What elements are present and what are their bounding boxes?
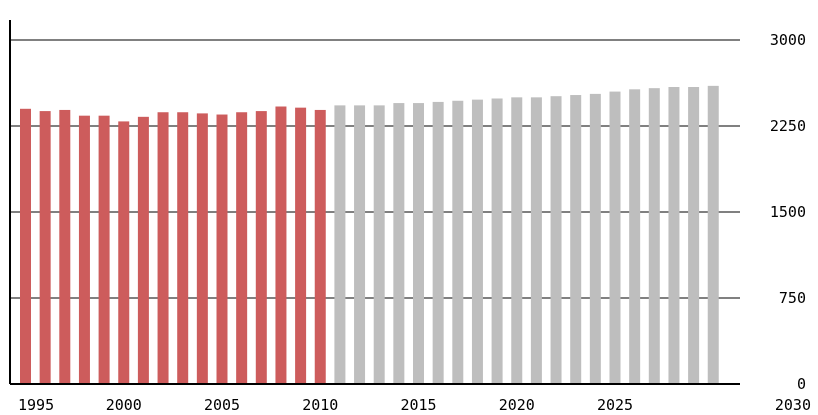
bar-2022: [550, 96, 562, 384]
bar-2002: [157, 112, 169, 385]
x-tick-label: 2025: [597, 396, 633, 414]
x-tick-label: 2020: [499, 396, 535, 414]
x-tick-label: 2030: [775, 396, 811, 414]
bar-1998: [78, 115, 90, 385]
bar-2009: [295, 107, 307, 385]
bar-1999: [98, 115, 110, 385]
bar-2028: [668, 87, 680, 384]
bar-2025: [609, 91, 621, 384]
x-tick-label: 2000: [106, 396, 142, 414]
bar-2029: [688, 87, 700, 384]
bar-2027: [648, 88, 660, 384]
bar-2003: [177, 112, 189, 385]
bar-2013: [373, 105, 385, 385]
x-tick-labels: 1995 2000 2005 2010 2015 2020 2025 2030: [18, 396, 811, 414]
bar-1997: [59, 109, 71, 384]
x-tick-label: 2010: [302, 396, 338, 414]
bar-1996: [39, 111, 51, 384]
bar-2016: [432, 101, 444, 385]
bar-2026: [629, 89, 641, 384]
bar-2014: [393, 103, 405, 384]
bar-2004: [196, 113, 208, 384]
bar-2015: [413, 103, 424, 384]
bar-2024: [589, 93, 601, 384]
bar-2023: [570, 95, 582, 384]
bar-2000: [118, 121, 130, 384]
axes: [9, 20, 740, 385]
bar-2011: [334, 105, 346, 385]
y-tick-label: 3000: [770, 31, 806, 49]
bar-2008: [275, 106, 287, 384]
y-tick-label: 1500: [770, 203, 806, 221]
bar-1995: [20, 108, 31, 385]
bars: [20, 85, 719, 385]
bar-2005: [216, 114, 228, 384]
y-tick-labels: 0 750 1500 2250 3000: [770, 31, 806, 393]
bar-2017: [452, 100, 464, 385]
x-tick-label: 1995: [18, 396, 54, 414]
bar-2021: [530, 97, 542, 384]
y-tick-label: 750: [779, 289, 806, 307]
bar-2020: [511, 97, 523, 384]
bar-2001: [137, 116, 149, 384]
x-tick-label: 2005: [204, 396, 240, 414]
bar-2030: [707, 85, 719, 385]
y-tick-label: 2250: [770, 117, 806, 135]
bar-2019: [491, 98, 503, 384]
y-tick-label: 0: [797, 375, 806, 393]
bar-2012: [354, 105, 366, 385]
bar-2018: [471, 99, 483, 384]
bar-2007: [255, 111, 267, 384]
x-tick-label: 2015: [400, 396, 436, 414]
bar-2010: [314, 109, 326, 384]
bar-2006: [236, 112, 248, 385]
